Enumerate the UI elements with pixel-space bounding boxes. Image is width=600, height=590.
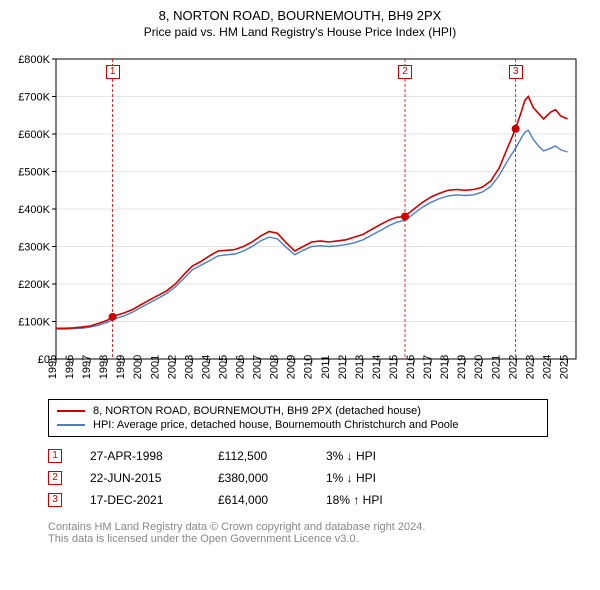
svg-text:2004: 2004 — [200, 355, 212, 379]
marker-label-2: 2 — [398, 65, 412, 79]
series-hpi — [56, 130, 568, 329]
svg-text:£800K: £800K — [18, 54, 50, 66]
svg-text:2024: 2024 — [541, 355, 553, 379]
svg-text:2012: 2012 — [337, 355, 349, 379]
marker-label-1: 1 — [106, 65, 120, 79]
transaction-delta: 18% ↑ HPI — [326, 493, 426, 507]
legend-item: 8, NORTON ROAD, BOURNEMOUTH, BH9 2PX (de… — [57, 404, 539, 418]
svg-text:2006: 2006 — [235, 355, 247, 379]
svg-text:£300K: £300K — [18, 242, 50, 254]
chart-subtitle: Price paid vs. HM Land Registry's House … — [8, 25, 592, 39]
series-subject — [56, 97, 568, 329]
svg-text:2022: 2022 — [507, 355, 519, 379]
svg-text:2010: 2010 — [303, 355, 315, 379]
svg-text:2009: 2009 — [286, 355, 298, 379]
transaction-date: 27-APR-1998 — [90, 449, 190, 463]
svg-text:£500K: £500K — [18, 167, 50, 179]
svg-text:1999: 1999 — [115, 355, 127, 379]
svg-text:2017: 2017 — [422, 355, 434, 379]
legend-swatch — [57, 424, 85, 426]
transaction-delta: 1% ↓ HPI — [326, 471, 426, 485]
svg-text:1998: 1998 — [98, 355, 110, 379]
attribution-footer: Contains HM Land Registry data © Crown c… — [48, 521, 592, 545]
svg-text:2015: 2015 — [388, 355, 400, 379]
transaction-price: £112,500 — [218, 449, 298, 463]
svg-text:2014: 2014 — [371, 355, 383, 379]
svg-text:£100K: £100K — [18, 317, 50, 329]
svg-text:2025: 2025 — [558, 355, 570, 379]
transaction-row: 3 17-DEC-2021 £614,000 18% ↑ HPI — [48, 489, 592, 511]
svg-text:2007: 2007 — [252, 355, 264, 379]
legend-swatch — [57, 410, 85, 412]
svg-text:£600K: £600K — [18, 129, 50, 141]
transaction-price: £380,000 — [218, 471, 298, 485]
line-chart: £0£100K£200K£300K£400K£500K£600K£700K£80… — [8, 49, 592, 389]
transactions-table: 1 27-APR-1998 £112,500 3% ↓ HPI 2 22-JUN-2015… — [48, 445, 592, 511]
svg-text:2002: 2002 — [166, 355, 178, 379]
svg-text:1995: 1995 — [47, 355, 59, 379]
marker-label-3: 3 — [509, 65, 523, 79]
svg-text:1997: 1997 — [81, 355, 93, 379]
footer-line: Contains HM Land Registry data © Crown c… — [48, 521, 592, 533]
svg-text:2021: 2021 — [490, 355, 502, 379]
svg-text:2020: 2020 — [473, 355, 485, 379]
chart-title: 8, NORTON ROAD, BOURNEMOUTH, BH9 2PX — [8, 8, 592, 23]
legend-item: HPI: Average price, detached house, Bour… — [57, 418, 539, 432]
svg-text:2000: 2000 — [132, 355, 144, 379]
svg-text:2018: 2018 — [439, 355, 451, 379]
transaction-delta: 3% ↓ HPI — [326, 449, 426, 463]
transaction-index: 1 — [48, 449, 62, 463]
svg-text:£200K: £200K — [18, 279, 50, 291]
transaction-row: 1 27-APR-1998 £112,500 3% ↓ HPI — [48, 445, 592, 467]
transaction-index: 2 — [48, 471, 62, 485]
legend-label: 8, NORTON ROAD, BOURNEMOUTH, BH9 2PX (de… — [93, 405, 421, 417]
svg-text:2001: 2001 — [149, 355, 161, 379]
svg-text:2016: 2016 — [405, 355, 417, 379]
transaction-price: £614,000 — [218, 493, 298, 507]
chart-area: £0£100K£200K£300K£400K£500K£600K£700K£80… — [8, 49, 592, 389]
footer-line: This data is licensed under the Open Gov… — [48, 533, 592, 545]
transaction-date: 17-DEC-2021 — [90, 493, 190, 507]
svg-text:2008: 2008 — [269, 355, 281, 379]
svg-text:£400K: £400K — [18, 204, 50, 216]
svg-text:£700K: £700K — [18, 92, 50, 104]
svg-text:2003: 2003 — [183, 355, 195, 379]
transaction-date: 22-JUN-2015 — [90, 471, 190, 485]
svg-text:1996: 1996 — [64, 355, 76, 379]
svg-text:2023: 2023 — [524, 355, 536, 379]
svg-text:2005: 2005 — [217, 355, 229, 379]
legend-label: HPI: Average price, detached house, Bour… — [93, 419, 458, 431]
legend: 8, NORTON ROAD, BOURNEMOUTH, BH9 2PX (de… — [48, 399, 548, 437]
svg-text:2019: 2019 — [456, 355, 468, 379]
svg-text:2013: 2013 — [354, 355, 366, 379]
transaction-row: 2 22-JUN-2015 £380,000 1% ↓ HPI — [48, 467, 592, 489]
transaction-index: 3 — [48, 493, 62, 507]
